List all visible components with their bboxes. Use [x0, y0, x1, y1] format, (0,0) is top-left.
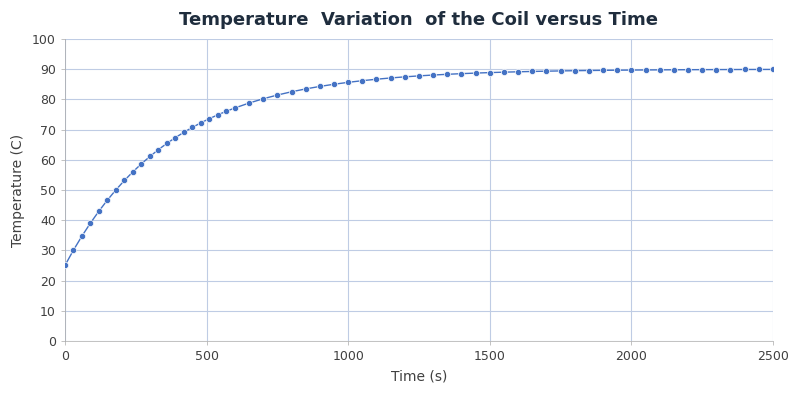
Title: Temperature  Variation  of the Coil versus Time: Temperature Variation of the Coil versus…: [179, 11, 658, 29]
Y-axis label: Temperature (C): Temperature (C): [11, 134, 25, 246]
X-axis label: Time (s): Time (s): [390, 370, 447, 384]
